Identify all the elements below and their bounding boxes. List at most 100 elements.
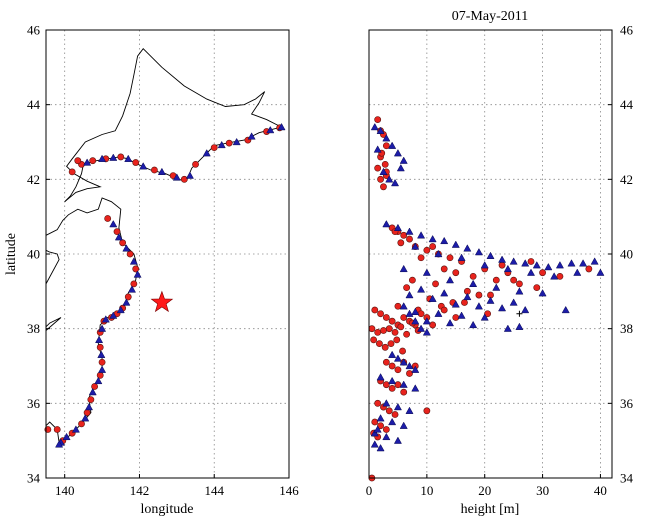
red-circle-point: [124, 293, 132, 301]
red-circle-point: [498, 261, 506, 269]
blue-triangle-point: [405, 290, 414, 299]
red-circle-point: [117, 153, 125, 161]
blue-triangle-point: [422, 317, 431, 325]
blue-triangle-point: [498, 304, 507, 312]
blue-triangle-point: [399, 302, 408, 310]
red-circle-point: [382, 381, 390, 389]
blue-triangle-point: [376, 373, 385, 381]
blue-triangle-point: [399, 156, 408, 164]
y-tick-label: 40: [620, 247, 633, 262]
blue-triangle-point: [515, 287, 524, 295]
blue-triangle-point: [376, 444, 385, 452]
blue-triangle-point: [428, 234, 437, 243]
blue-triangle-point: [388, 417, 397, 426]
blue-triangle-point: [98, 154, 107, 162]
blue-triangle-point: [411, 307, 420, 315]
height-panel: 0 10 20 30 40 34 36 38 40 42 44 46 07-May-2011 hei…: [366, 9, 634, 517]
blue-triangle-point: [396, 164, 405, 172]
red-circle-point: [516, 280, 523, 288]
y-tick-label: 40: [27, 247, 40, 262]
blue-triangle-point: [124, 154, 133, 162]
coastline-path: [45, 249, 60, 285]
blue-triangle-point: [122, 244, 131, 252]
x-tick-label: 140: [55, 483, 75, 498]
black-cross-point: [516, 310, 523, 317]
blue-triangle-point: [521, 259, 530, 267]
red-circle-point: [151, 166, 158, 174]
blue-triangle-point: [95, 335, 104, 343]
red-circle-point: [423, 246, 431, 254]
y-tick-label: 34: [27, 471, 41, 486]
blue-triangle-point: [376, 126, 385, 134]
red-circle-point: [393, 336, 401, 344]
blue-triangle-point: [399, 421, 408, 429]
red-circle-point: [126, 250, 134, 258]
red-circle-point: [452, 269, 460, 277]
red-circle-point: [585, 265, 593, 273]
red-circle-point: [374, 328, 382, 336]
red-circle-point: [132, 159, 140, 166]
red-circle-point: [374, 116, 382, 123]
y-tick-label: 34: [620, 471, 634, 486]
blue-triangle-point: [101, 315, 110, 323]
red-circle-point: [469, 272, 477, 280]
red-circle-point: [394, 366, 402, 374]
blue-triangle-point: [469, 279, 478, 287]
blue-triangle-point: [463, 244, 472, 252]
red-circle-point: [452, 314, 460, 321]
red-circle-point: [374, 399, 382, 407]
blue-triangle-point: [81, 414, 90, 422]
red-circle-point: [225, 139, 233, 147]
blue-triangle-point: [382, 220, 391, 228]
red-circle-point: [446, 254, 454, 262]
red-circle-point: [406, 235, 413, 243]
blue-triangle-point: [503, 324, 512, 332]
red-circle-point: [210, 144, 218, 151]
y-tick-label: 42: [620, 172, 633, 187]
blue-triangle-point: [561, 305, 570, 314]
red-circle-point: [381, 343, 389, 351]
blue-triangle-point: [370, 440, 379, 448]
red-circle-point: [192, 160, 199, 168]
red-circle-point: [403, 330, 411, 338]
blue-triangle-point: [457, 311, 466, 319]
red-circle-point: [475, 291, 483, 299]
x-tick-label: 30: [536, 483, 549, 498]
blue-triangle-point: [109, 153, 118, 161]
blue-triangle-point: [109, 311, 118, 319]
blue-triangle-point: [509, 298, 518, 306]
y-tick-label: 46: [27, 23, 41, 38]
blue-triangle-point: [393, 402, 402, 411]
blue-triangle-point: [388, 350, 397, 358]
blue-triangle-point: [555, 261, 564, 269]
red-circle-point: [387, 340, 395, 347]
red-circle-point: [492, 276, 500, 284]
height-blue-markers: [370, 122, 605, 452]
height-black-markers: [516, 310, 523, 317]
blue-triangle-point: [411, 365, 420, 373]
blue-triangle-point: [385, 175, 394, 183]
blue-triangle-point: [422, 268, 431, 276]
red-circle-point: [539, 269, 546, 277]
red-circle-point: [119, 239, 127, 247]
blue-triangle-point: [393, 149, 402, 157]
y-tick-label: 36: [27, 396, 41, 411]
blue-triangle-point: [474, 302, 483, 310]
blue-triangle-point: [129, 257, 138, 265]
red-circle-point: [400, 231, 408, 239]
coastline-path: [45, 197, 139, 444]
blue-triangle-point: [376, 414, 385, 422]
blue-triangle-point: [434, 249, 443, 258]
blue-triangle-point: [266, 125, 275, 134]
y-tick-label: 38: [620, 321, 633, 336]
blue-triangle-point: [116, 305, 125, 314]
blue-triangle-point: [84, 402, 94, 411]
blue-triangle-point: [399, 358, 408, 366]
x-tick-label: 40: [594, 483, 607, 498]
blue-triangle-point: [521, 305, 530, 314]
red-circle-point: [53, 426, 61, 433]
map-blue-markers: [55, 122, 286, 448]
red-circle-point: [371, 306, 379, 314]
red-circle-point: [440, 265, 448, 273]
blue-triangle-point: [428, 294, 437, 302]
